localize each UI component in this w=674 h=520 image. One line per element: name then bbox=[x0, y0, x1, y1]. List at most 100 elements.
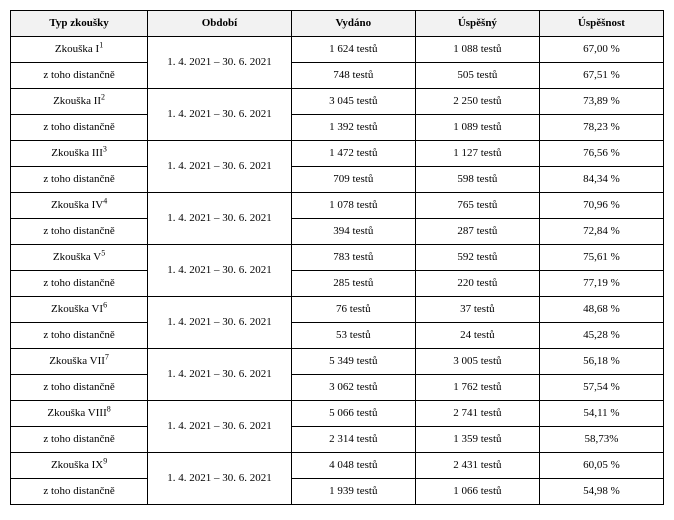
distance-label-cell: z toho distančně bbox=[11, 427, 148, 453]
exam-stats-table: Typ zkoušky Období Vydáno Úspěšný Úspěšn… bbox=[10, 10, 664, 505]
table-row: Zkouška IX91. 4. 2021 – 30. 6. 20214 048… bbox=[11, 453, 664, 479]
exam-type-cell: Zkouška II2 bbox=[11, 89, 148, 115]
period-cell: 1. 4. 2021 – 30. 6. 2021 bbox=[148, 245, 292, 297]
exam-name: Zkouška VI bbox=[51, 303, 103, 315]
passed-cell: 1 359 testů bbox=[415, 427, 539, 453]
rate-cell: 77,19 % bbox=[539, 271, 663, 297]
issued-cell: 783 testů bbox=[291, 245, 415, 271]
table-row: z toho distančně 748 testů505 testů67,51 … bbox=[11, 63, 664, 89]
col-header-issued: Vydáno bbox=[291, 11, 415, 37]
issued-cell: 5 349 testů bbox=[291, 349, 415, 375]
distance-label-cell: z toho distančně bbox=[11, 271, 148, 297]
issued-cell: 1 472 testů bbox=[291, 141, 415, 167]
rate-cell: 57,54 % bbox=[539, 375, 663, 401]
table-row: z toho distančně 2 314 testů1 359 testů58… bbox=[11, 427, 664, 453]
exam-type-cell: Zkouška IX9 bbox=[11, 453, 148, 479]
exam-name: Zkouška VIII bbox=[47, 407, 106, 419]
footnote-ref: 5 bbox=[101, 249, 105, 258]
period-cell: 1. 4. 2021 – 30. 6. 2021 bbox=[148, 193, 292, 245]
issued-cell: 3 062 testů bbox=[291, 375, 415, 401]
passed-cell: 1 088 testů bbox=[415, 37, 539, 63]
exam-name: Zkouška II bbox=[53, 95, 101, 107]
issued-cell: 53 testů bbox=[291, 323, 415, 349]
table-row: Zkouška IV41. 4. 2021 – 30. 6. 20211 078… bbox=[11, 193, 664, 219]
exam-type-cell: Zkouška I1 bbox=[11, 37, 148, 63]
issued-cell: 1 624 testů bbox=[291, 37, 415, 63]
period-cell: 1. 4. 2021 – 30. 6. 2021 bbox=[148, 349, 292, 401]
passed-cell: 598 testů bbox=[415, 167, 539, 193]
footnote-ref: 7 bbox=[105, 353, 109, 362]
table-row: Zkouška V51. 4. 2021 – 30. 6. 2021783 te… bbox=[11, 245, 664, 271]
issued-cell: 1 939 testů bbox=[291, 479, 415, 505]
distance-label-cell: z toho distančně bbox=[11, 219, 148, 245]
rate-cell: 75,61 % bbox=[539, 245, 663, 271]
distance-label-cell: z toho distančně bbox=[11, 63, 148, 89]
distance-label-cell: z toho distančně bbox=[11, 323, 148, 349]
table-row: Zkouška VII71. 4. 2021 – 30. 6. 20215 34… bbox=[11, 349, 664, 375]
table-row: z toho distančně 709 testů598 testů84,34 … bbox=[11, 167, 664, 193]
passed-cell: 1 127 testů bbox=[415, 141, 539, 167]
table-row: z toho distančně285 testů220 testů77,19 … bbox=[11, 271, 664, 297]
passed-cell: 2 741 testů bbox=[415, 401, 539, 427]
footnote-ref: 8 bbox=[107, 405, 111, 414]
table-row: Zkouška I11. 4. 2021 – 30. 6. 20211 624 … bbox=[11, 37, 664, 63]
issued-cell: 76 testů bbox=[291, 297, 415, 323]
rate-cell: 84,34 % bbox=[539, 167, 663, 193]
table-row: Zkouška VIII81. 4. 2021 – 30. 6. 20215 0… bbox=[11, 401, 664, 427]
footnote-ref: 6 bbox=[103, 301, 107, 310]
distance-label-cell: z toho distančně bbox=[11, 375, 148, 401]
passed-cell: 1 066 testů bbox=[415, 479, 539, 505]
col-header-type: Typ zkoušky bbox=[11, 11, 148, 37]
distance-label-cell: z toho distančně bbox=[11, 167, 148, 193]
exam-name: Zkouška VII bbox=[49, 355, 105, 367]
table-row: z toho distančně 1 939 testů1 066 testů54… bbox=[11, 479, 664, 505]
footnote-ref: 1 bbox=[99, 41, 103, 50]
passed-cell: 505 testů bbox=[415, 63, 539, 89]
table-row: Zkouška VI61. 4. 2021 – 30. 6. 202176 te… bbox=[11, 297, 664, 323]
rate-cell: 76,56 % bbox=[539, 141, 663, 167]
period-cell: 1. 4. 2021 – 30. 6. 2021 bbox=[148, 89, 292, 141]
footnote-ref: 3 bbox=[103, 145, 107, 154]
rate-cell: 58,73% bbox=[539, 427, 663, 453]
exam-type-cell: Zkouška IV4 bbox=[11, 193, 148, 219]
rate-cell: 67,51 % bbox=[539, 63, 663, 89]
table-row: z toho distančně 3 062 testů1 762 testů57… bbox=[11, 375, 664, 401]
col-header-passed: Úspěšný bbox=[415, 11, 539, 37]
passed-cell: 2 431 testů bbox=[415, 453, 539, 479]
passed-cell: 1 089 testů bbox=[415, 115, 539, 141]
footnote-ref: 2 bbox=[101, 93, 105, 102]
issued-cell: 394 testů bbox=[291, 219, 415, 245]
passed-cell: 765 testů bbox=[415, 193, 539, 219]
period-cell: 1. 4. 2021 – 30. 6. 2021 bbox=[148, 37, 292, 89]
issued-cell: 1 392 testů bbox=[291, 115, 415, 141]
passed-cell: 220 testů bbox=[415, 271, 539, 297]
table-header-row: Typ zkoušky Období Vydáno Úspěšný Úspěšn… bbox=[11, 11, 664, 37]
footnote-ref: 4 bbox=[103, 197, 107, 206]
distance-label-cell: z toho distančně bbox=[11, 479, 148, 505]
issued-cell: 748 testů bbox=[291, 63, 415, 89]
issued-cell: 2 314 testů bbox=[291, 427, 415, 453]
passed-cell: 37 testů bbox=[415, 297, 539, 323]
rate-cell: 56,18 % bbox=[539, 349, 663, 375]
period-cell: 1. 4. 2021 – 30. 6. 2021 bbox=[148, 297, 292, 349]
issued-cell: 1 078 testů bbox=[291, 193, 415, 219]
rate-cell: 48,68 % bbox=[539, 297, 663, 323]
col-header-period: Období bbox=[148, 11, 292, 37]
distance-label-cell: z toho distančně bbox=[11, 115, 148, 141]
rate-cell: 54,11 % bbox=[539, 401, 663, 427]
rate-cell: 45,28 % bbox=[539, 323, 663, 349]
exam-name: Zkouška IV bbox=[51, 199, 103, 211]
passed-cell: 287 testů bbox=[415, 219, 539, 245]
passed-cell: 1 762 testů bbox=[415, 375, 539, 401]
passed-cell: 24 testů bbox=[415, 323, 539, 349]
rate-cell: 78,23 % bbox=[539, 115, 663, 141]
exam-type-cell: Zkouška VIII8 bbox=[11, 401, 148, 427]
period-cell: 1. 4. 2021 – 30. 6. 2021 bbox=[148, 141, 292, 193]
exam-name: Zkouška I bbox=[55, 43, 99, 55]
issued-cell: 709 testů bbox=[291, 167, 415, 193]
passed-cell: 2 250 testů bbox=[415, 89, 539, 115]
table-row: z toho distančně 53 testů24 testů45,28 % bbox=[11, 323, 664, 349]
rate-cell: 60,05 % bbox=[539, 453, 663, 479]
rate-cell: 54,98 % bbox=[539, 479, 663, 505]
footnote-ref: 9 bbox=[103, 457, 107, 466]
